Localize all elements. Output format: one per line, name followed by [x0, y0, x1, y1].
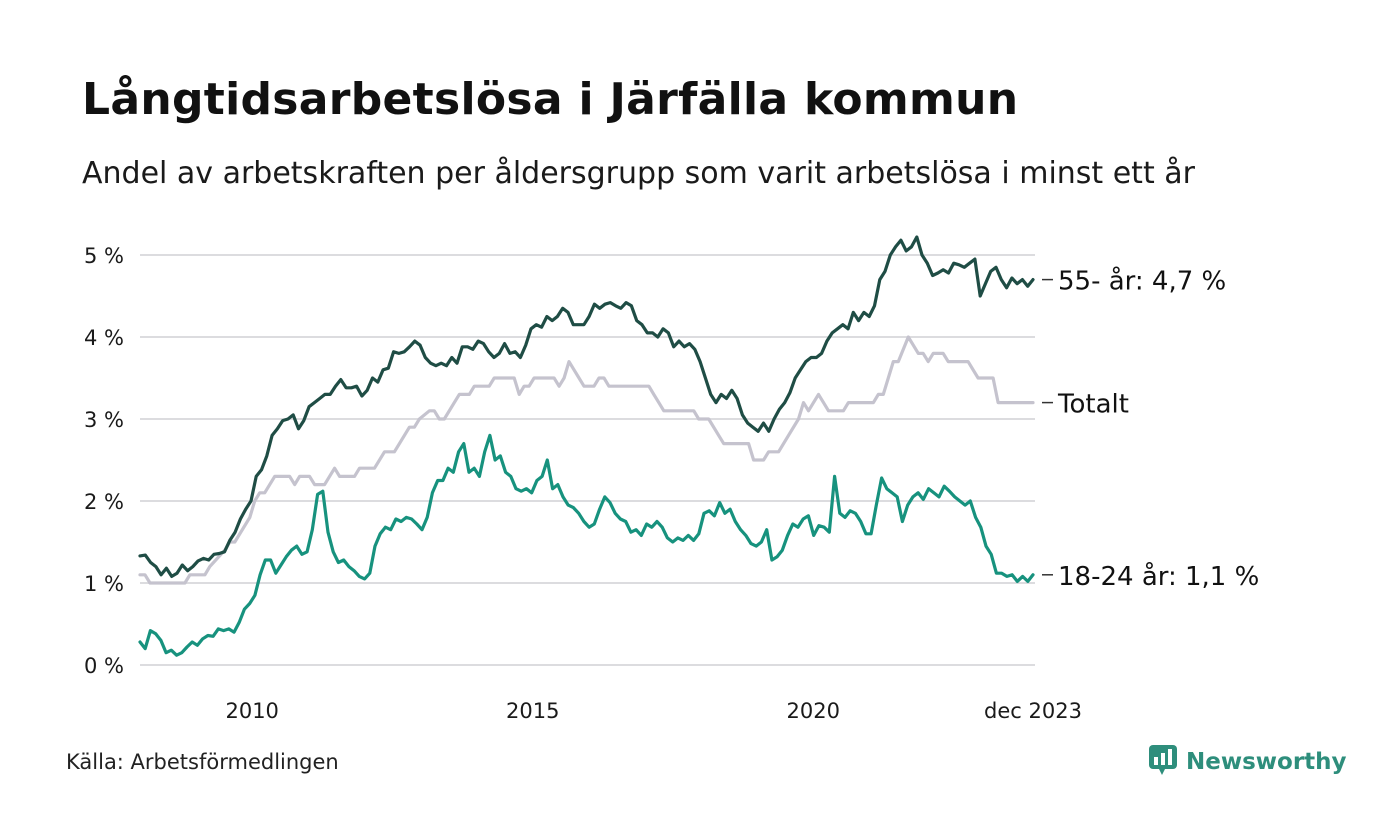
- series-end-label: 18-24 år: 1,1 %: [1058, 561, 1259, 592]
- y-tick-label: 3 %: [84, 408, 124, 432]
- y-tick-label: 4 %: [84, 326, 124, 350]
- grid-lines: [140, 254, 1035, 666]
- source-note: Källa: Arbetsförmedlingen: [66, 750, 339, 774]
- newsworthy-logo-icon: [1148, 744, 1178, 780]
- y-tick-label: 5 %: [84, 244, 124, 268]
- series-end-label: 55- år: 4,7 %: [1058, 266, 1226, 297]
- series-end-label: Totalt: [1057, 390, 1129, 420]
- x-axis-ticks: 2010 2015 2020 dec 2023: [225, 699, 1081, 723]
- x-tick-label: 2020: [787, 699, 840, 723]
- x-tick-label: 2010: [225, 699, 278, 723]
- series-line-18-24-r: [138, 433, 1035, 657]
- series-line-totalt: [138, 335, 1035, 585]
- x-tick-label: 2015: [506, 699, 559, 723]
- series-line-55-r: [138, 235, 1035, 578]
- y-tick-label: 0 %: [84, 654, 124, 678]
- series-labels: Totalt 55- år: 4,7 % 18-24 år: 1,1 %: [1042, 266, 1259, 592]
- brand: Newsworthy: [1148, 744, 1347, 780]
- series-lines: [138, 235, 1035, 657]
- chart-subtitle: Andel av arbetskraften per åldersgrupp s…: [82, 156, 1195, 191]
- x-tick-label: dec 2023: [984, 699, 1082, 723]
- y-tick-label: 2 %: [84, 490, 124, 514]
- y-tick-label: 1 %: [84, 572, 124, 596]
- chart-title: Långtidsarbetslösa i Järfälla kommun: [82, 74, 1019, 125]
- y-axis-ticks: 0 % 1 % 2 % 3 % 4 % 5 %: [84, 244, 124, 678]
- brand-name: Newsworthy: [1186, 749, 1347, 775]
